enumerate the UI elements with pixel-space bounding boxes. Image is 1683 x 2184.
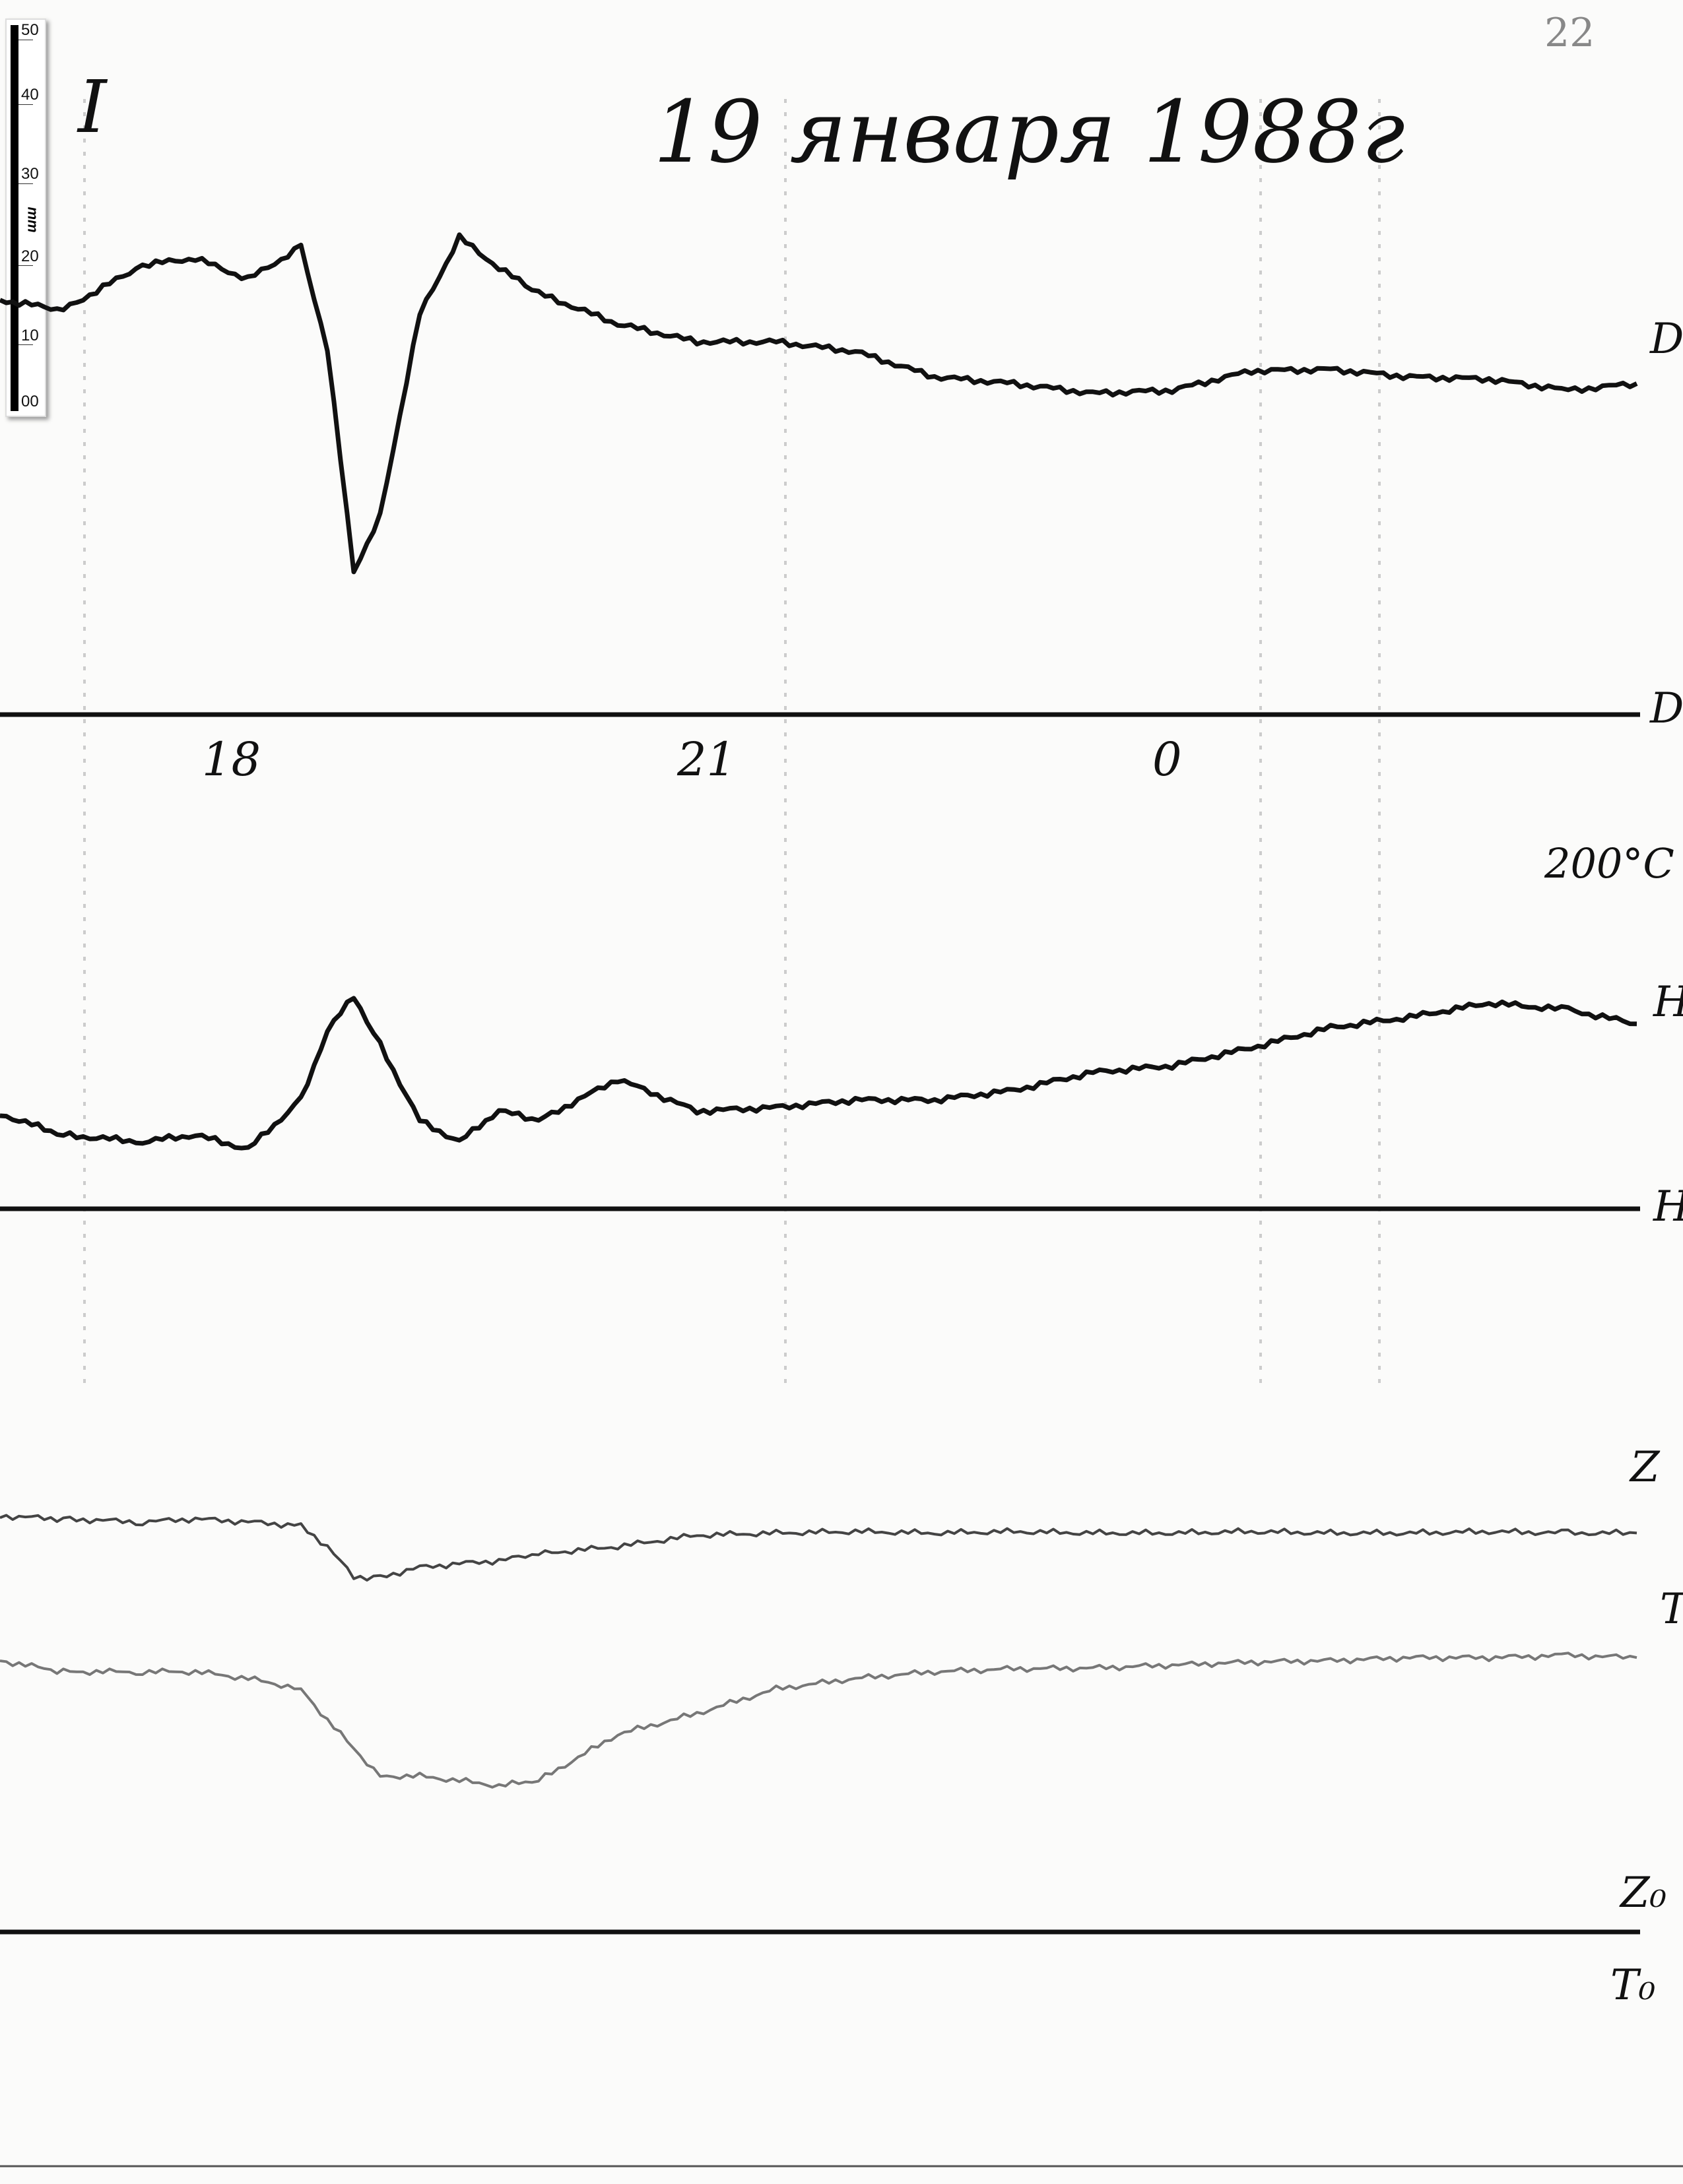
baseline-label-z: Z₀: [1619, 1869, 1666, 1917]
baseline-label-h: H₀: [1653, 1182, 1683, 1231]
baselines: [0, 712, 1640, 1935]
scale-note: 200°C: [1544, 839, 1674, 887]
series-label-t: T: [1660, 1585, 1683, 1634]
trace-t: [0, 1652, 1637, 1789]
series-labels: D D₀ H H₀ Z Z₀ T T₀: [1610, 315, 1683, 2010]
x-tick-label: 21: [676, 732, 736, 787]
ruler-label-30: 30: [21, 165, 39, 183]
x-tick-label: 0: [1152, 732, 1182, 787]
series-label-d: D: [1649, 315, 1683, 364]
baseline-label-t: T₀: [1610, 1961, 1655, 2010]
chart-title: 19 января 1988г: [653, 82, 1405, 182]
trace-h: [0, 996, 1637, 1151]
ruler-label-00: 00: [21, 393, 39, 410]
scale-ruler: 50 40 30 mm 20 10 00: [5, 18, 46, 417]
baseline-label-d: D₀: [1649, 684, 1683, 733]
hour-guide-lines: [83, 99, 1381, 1386]
ruler-tick: [18, 183, 33, 184]
x-tick-label: 18: [202, 732, 261, 787]
corner-mark: I: [77, 65, 108, 149]
traces: [0, 232, 1638, 1789]
x-tick-labels: 18 21 0: [202, 732, 1182, 787]
ruler-label-40: 40: [21, 86, 39, 104]
ruler-label-50: 50: [21, 21, 39, 39]
ruler-tick: [18, 265, 33, 266]
ruler-label-20: 20: [21, 247, 39, 265]
trace-z: [0, 1514, 1637, 1582]
series-label-z: Z: [1629, 1443, 1661, 1492]
trace-d: [0, 232, 1638, 575]
page-number: 22: [1544, 10, 1595, 56]
ruler-label-10: 10: [21, 327, 39, 344]
ruler-tick: [18, 104, 33, 105]
series-label-h: H: [1653, 978, 1683, 1027]
ruler-tick: [18, 344, 33, 345]
ruler-bar: [11, 25, 18, 411]
